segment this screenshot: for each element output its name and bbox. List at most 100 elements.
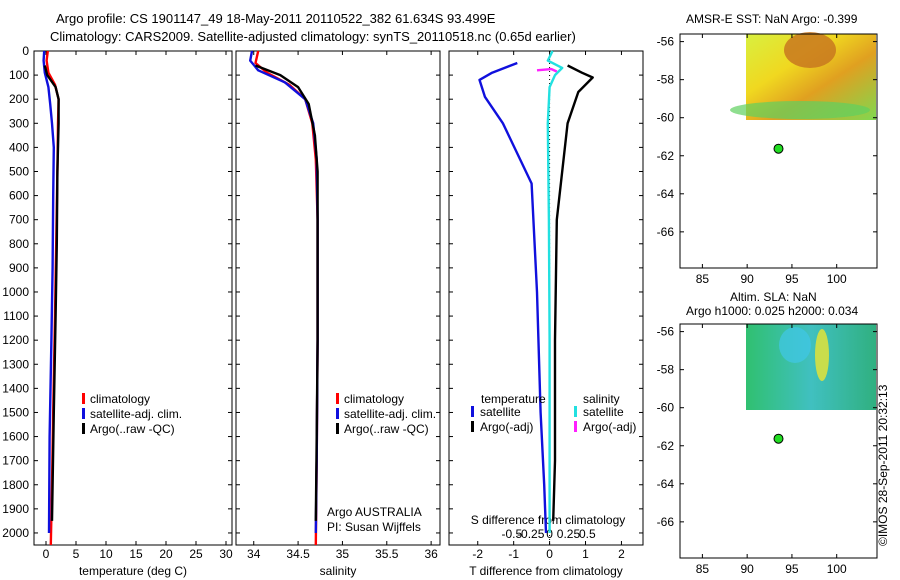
- sst-lat-label: -62: [657, 149, 675, 163]
- sla-lat-label: -56: [657, 325, 675, 339]
- imos-stamp: ©IMOS 28-Sep-2011 20:32:13: [876, 384, 890, 546]
- legend-swatch: [471, 421, 474, 432]
- salinity-xlabel: salinity: [320, 564, 357, 578]
- sst-lat-label: -58: [657, 73, 675, 87]
- difference-xtick-label: -1: [508, 547, 519, 561]
- sla-map-image: [746, 324, 876, 410]
- sla-float-position-dot: [773, 433, 784, 444]
- difference-xtick-label: 0: [546, 547, 553, 561]
- legend-entry: climatology: [90, 392, 150, 406]
- salinity-xtick-label: 35: [336, 547, 350, 561]
- temperature-xtick-label: 10: [99, 547, 113, 561]
- series-satellite-adj-clim-: [42, 50, 55, 534]
- depth-tick-label: 1100: [3, 309, 29, 323]
- salinity-xtick-label: 35.5: [375, 547, 399, 561]
- depth-tick-label: 700: [9, 213, 29, 227]
- temperature-xtick-label: 15: [129, 547, 143, 561]
- series-argo-raw-qc-: [43, 65, 60, 521]
- sst-map-frame: [679, 33, 878, 269]
- temperature-xlabel: temperature (deg C): [79, 564, 187, 578]
- depth-tick-label: 600: [9, 189, 29, 203]
- depth-tick-label: 1200: [2, 333, 29, 347]
- header-line1: Argo profile: CS 1901147_49 18-May-2011 …: [56, 11, 496, 26]
- difference-panel: -2 -1 0 1 2 T difference from climatology -0.5…: [448, 50, 644, 578]
- depth-tick-label: 400: [9, 140, 29, 154]
- sla-lat-label: -60: [657, 401, 675, 415]
- depth-tick-label: 1600: [2, 430, 29, 444]
- depth-tick-label: 1500: [2, 405, 29, 419]
- depth-tick-label: 500: [9, 164, 29, 178]
- depth-tick-label: 1900: [2, 502, 29, 516]
- depth-tick-label: 0: [22, 44, 29, 58]
- temperature-panel: 0100200300400500600700800900100011001200…: [2, 44, 233, 578]
- sla-lon-label: 95: [785, 562, 799, 576]
- depth-tick-label: 300: [9, 116, 29, 130]
- series-temperature-argo-adj-: [552, 64, 594, 521]
- sst-map-panel: AMSR-E SST: NaN Argo: -0.399 -56 -58 -60 -6…: [657, 12, 878, 286]
- depth-tick-label: 800: [9, 237, 29, 251]
- legend-entry: satellite-adj. clim.: [90, 407, 182, 421]
- salinity-note-line1: Argo AUSTRALIA: [327, 505, 422, 519]
- legend-swatch: [336, 423, 339, 434]
- legend-swatch: [471, 406, 474, 417]
- series-satellite-adj-clim-: [248, 50, 319, 534]
- temperature-xtick-label: 30: [219, 547, 233, 561]
- sla-map-panel: Altim. SLA: NaN Argo h1000: 0.025 h2000:…: [657, 290, 878, 576]
- difference-xtick-label: 2: [618, 547, 625, 561]
- temperature-xtick-label: 25: [189, 547, 203, 561]
- sst-lat-label: -66: [657, 225, 675, 239]
- sla-lat-label: -58: [657, 363, 675, 377]
- sst-map-title: AMSR-E SST: NaN Argo: -0.399: [686, 12, 858, 26]
- header-line2: Climatology: CARS2009. Satellite-adjuste…: [50, 29, 576, 44]
- sdiff-axis-label: S difference from climatology: [471, 513, 626, 527]
- difference-xtick-label: 1: [582, 547, 589, 561]
- legend-swatch: [82, 423, 85, 434]
- depth-tick-label: 1700: [2, 454, 29, 468]
- sla-lat-label: -66: [657, 515, 675, 529]
- depth-tick-label: 2000: [2, 526, 29, 540]
- sdiff-tick-label: 0.5: [579, 527, 596, 541]
- series-climatology: [254, 50, 319, 546]
- sla-high-patch: [815, 329, 829, 381]
- legend-entry: Argo(..raw -QC): [90, 422, 175, 436]
- difference-xlabel: T difference from climatology: [469, 564, 623, 578]
- sdiff-tick-label: 0.25: [557, 527, 581, 541]
- difference-xtick-label: -2: [472, 547, 483, 561]
- legend-swatch: [82, 408, 85, 419]
- depth-tick-label: 900: [9, 261, 29, 275]
- sst-lon-label: 100: [827, 272, 847, 286]
- legend-entry: satellite: [480, 405, 521, 419]
- sla-map-title1: Altim. SLA: NaN: [730, 290, 817, 304]
- depth-tick-label: 1000: [2, 285, 29, 299]
- difference-frame: [448, 50, 644, 546]
- depth-tick-label: 100: [9, 68, 29, 82]
- sla-lat-label: -64: [657, 477, 675, 491]
- salinity-frame: [235, 50, 441, 546]
- depth-tick-label: 1300: [2, 357, 29, 371]
- sst-lat-label: -56: [657, 35, 675, 49]
- salinity-xtick-label: 34: [247, 547, 261, 561]
- sla-low-patch: [779, 327, 811, 363]
- sst-lat-label: -64: [657, 187, 675, 201]
- legend-entry: satellite-adj. clim.: [344, 407, 436, 421]
- legend-swatch: [82, 393, 85, 404]
- legend-entry: satellite: [583, 405, 624, 419]
- legend-entry: Argo(-adj): [583, 420, 636, 434]
- sla-lat-label: -62: [657, 439, 675, 453]
- series-salinity-argo-adj-: [536, 67, 558, 73]
- series-temperature-satellite: [478, 61, 548, 534]
- salinity-note-line2: PI: Susan Wijffels: [327, 520, 421, 534]
- sla-lon-label: 90: [740, 562, 754, 576]
- series-salinity-satellite: [546, 50, 564, 533]
- temperature-xtick-label: 5: [73, 547, 80, 561]
- sla-lon-label: 100: [827, 562, 847, 576]
- sst-lon-label: 95: [785, 272, 799, 286]
- salinity-panel: 34 34.5 35 35.5 36 salinity climatologysatelli…: [235, 50, 441, 578]
- sst-lon-label: 90: [740, 272, 754, 286]
- sla-lon-label: 85: [696, 562, 710, 576]
- sdiff-tick-label: -0.25: [517, 527, 545, 541]
- salinity-xtick-label: 34.5: [286, 547, 310, 561]
- sst-warm-patch: [784, 32, 836, 68]
- sst-float-position-dot: [773, 143, 784, 154]
